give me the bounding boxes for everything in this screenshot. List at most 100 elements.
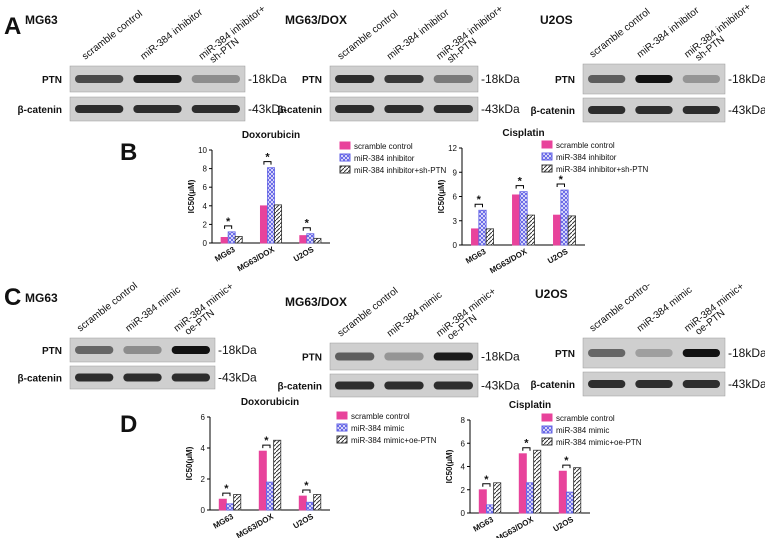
significance-bracket: [224, 225, 233, 229]
blot-band: [433, 352, 473, 361]
bar: [306, 233, 315, 244]
y-tick-label: 6: [461, 439, 466, 448]
blot-band: [123, 346, 162, 354]
chart-title: Doxorubicin: [241, 397, 299, 408]
row-label: β-catenin: [531, 380, 575, 391]
blot-band: [384, 75, 424, 83]
bar: [258, 450, 267, 511]
significance-label: *: [265, 152, 270, 164]
significance-bracket: [302, 227, 311, 231]
blot-band: [335, 381, 375, 390]
legend-swatch: [339, 153, 351, 162]
blot-band: [133, 75, 182, 83]
legend-swatch: [339, 141, 351, 150]
legend-label: miR-384 mimic+oe-PTN: [351, 436, 437, 445]
blot-band: [335, 352, 375, 361]
legend-swatch: [336, 423, 348, 432]
y-tick-label: 3: [453, 217, 458, 226]
chart-title: Cisplatin: [509, 400, 551, 411]
blot-band: [588, 349, 626, 357]
legend-label: miR-384 inhibitor: [354, 154, 415, 163]
bar: [560, 189, 569, 246]
blot-band: [682, 349, 720, 357]
legend-swatch: [541, 425, 553, 434]
blot-band: [75, 105, 124, 113]
significance-bracket: [263, 161, 272, 165]
legend-swatch: [336, 435, 348, 444]
bar: [220, 237, 229, 244]
y-tick-label: 12: [448, 144, 457, 153]
y-tick-label: 9: [453, 168, 458, 177]
blot-band: [384, 381, 424, 390]
significance-label: *: [305, 218, 310, 230]
y-axis-label: IC50(μM): [185, 446, 194, 480]
lane-label: scramble control: [80, 9, 145, 63]
row-label: β-catenin: [278, 105, 322, 116]
y-tick-label: 0: [461, 509, 466, 518]
bar: [518, 453, 527, 514]
marker-label: -43kDa: [481, 102, 520, 116]
bar: [313, 494, 322, 511]
bar: [273, 439, 282, 511]
lane-label: miR-384 inhibitor: [139, 7, 206, 63]
blot-band: [588, 75, 626, 83]
panel-letter: A: [4, 13, 21, 40]
significance-bracket: [222, 492, 231, 497]
y-tick-label: 8: [461, 416, 466, 425]
blot-band: [191, 75, 240, 83]
blot-band: [171, 373, 210, 382]
bar: [558, 470, 567, 514]
x-tick-label: MG63/DOX: [488, 247, 529, 276]
legend-swatch: [541, 152, 553, 161]
bar: [274, 204, 283, 244]
blot-band: [123, 373, 162, 382]
legend-label: scramble control: [556, 414, 615, 423]
legend-swatch: [336, 411, 348, 420]
bar: [512, 194, 521, 246]
legend-swatch: [541, 164, 553, 173]
blot-band: [384, 352, 424, 361]
marker-label: -43kDa: [481, 379, 520, 393]
marker-label: -43kDa: [728, 103, 765, 117]
chart-title: Cisplatin: [502, 128, 544, 139]
bar: [234, 236, 243, 244]
bar: [553, 214, 562, 246]
row-label: β-catenin: [531, 106, 575, 117]
blot-band: [682, 380, 720, 388]
bar: [218, 498, 227, 511]
y-tick-label: 6: [201, 413, 206, 422]
blot-band: [75, 346, 114, 354]
blot-band: [433, 105, 473, 113]
row-label: PTN: [302, 75, 322, 86]
marker-label: -18kDa: [248, 72, 287, 86]
x-tick-label: U2OS: [292, 245, 316, 264]
row-label: PTN: [555, 349, 575, 360]
x-tick-label: MG63: [472, 515, 496, 534]
blot-band: [433, 75, 473, 83]
significance-bracket: [515, 185, 524, 189]
blot-band: [335, 105, 375, 113]
bar: [265, 481, 274, 511]
blot-band: [171, 346, 210, 354]
blot-band: [588, 380, 626, 388]
blot-band: [75, 75, 124, 83]
significance-bracket: [522, 447, 531, 451]
blot-title: MG63: [25, 13, 58, 27]
marker-label: -43kDa: [248, 102, 287, 116]
legend-label: miR-384 inhibitor+sh-PTN: [556, 165, 648, 174]
bar: [471, 228, 480, 246]
panel-letter: C: [4, 284, 21, 311]
x-tick-label: U2OS: [552, 515, 576, 534]
bar: [298, 495, 307, 511]
bar: [478, 489, 487, 514]
legend-swatch: [541, 437, 553, 446]
y-tick-label: 2: [203, 220, 208, 229]
significance-label: *: [559, 174, 564, 186]
bar: [233, 494, 242, 511]
y-tick-label: 0: [453, 241, 458, 250]
blot-title: U2OS: [535, 287, 568, 301]
significance-label: *: [304, 480, 309, 492]
row-label: β-catenin: [278, 382, 322, 393]
legend-label: miR-384 inhibitor: [556, 153, 617, 162]
bar: [259, 205, 268, 244]
